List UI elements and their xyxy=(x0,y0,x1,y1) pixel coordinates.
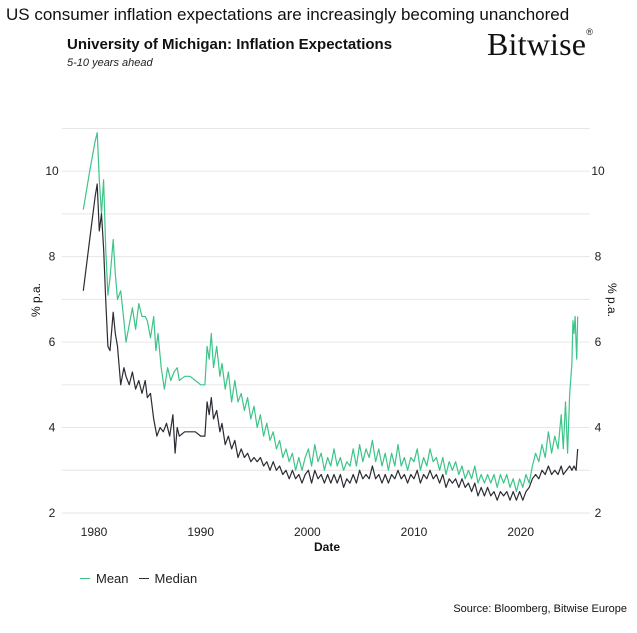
y-tick-label-left: 6 xyxy=(49,335,56,349)
y-axis-left: 2 4 6 8 10 xyxy=(45,164,59,520)
x-axis: 1980 1990 2000 2010 2020 xyxy=(81,525,535,539)
headline: US consumer inflation expectations are i… xyxy=(6,5,570,24)
y-tick-label-right: 10 xyxy=(591,164,605,178)
series-lines xyxy=(82,132,579,501)
y-tick-label-left: 10 xyxy=(45,164,59,178)
series-line-mean xyxy=(82,132,579,493)
chart-subtitle: 5-10 years ahead xyxy=(67,57,153,69)
legend: Mean Median xyxy=(80,571,207,586)
y-axis-title-right: % p.a. xyxy=(605,283,619,317)
y-tick-label-right: 8 xyxy=(595,250,602,264)
chart-title: University of Michigan: Inflation Expect… xyxy=(67,36,393,53)
bitwise-logo: Bitwise® xyxy=(487,26,593,63)
y-tick-label-left: 8 xyxy=(49,250,56,264)
x-tick-label: 2000 xyxy=(294,525,321,539)
y-axis-right: 2 4 6 8 10 xyxy=(591,164,605,520)
legend-key-mean xyxy=(80,578,90,579)
x-tick-label: 2010 xyxy=(401,525,428,539)
legend-key-median xyxy=(138,578,149,579)
legend-item-median: Median xyxy=(138,571,198,586)
x-tick-label: 1990 xyxy=(187,525,214,539)
x-tick-label: 1980 xyxy=(81,525,108,539)
x-axis-title: Date xyxy=(314,540,340,554)
registered-mark: ® xyxy=(586,27,594,38)
series-line-median xyxy=(82,183,579,501)
brand-name: Bitwise xyxy=(487,26,587,62)
source-note: Source: Bloomberg, Bitwise Europe xyxy=(453,603,627,615)
y-tick-label-right: 2 xyxy=(595,506,602,520)
x-tick-label: 2020 xyxy=(507,525,534,539)
y-tick-label-right: 6 xyxy=(595,335,602,349)
y-axis-title-left: % p.a. xyxy=(29,283,43,317)
y-tick-label-right: 4 xyxy=(595,421,602,435)
grid-lines xyxy=(62,127,590,514)
y-tick-label-left: 4 xyxy=(49,421,56,435)
legend-label-mean: Mean xyxy=(96,571,129,586)
y-tick-label-left: 2 xyxy=(49,506,56,520)
legend-item-mean: Mean xyxy=(80,571,129,586)
legend-label-median: Median xyxy=(154,571,198,586)
